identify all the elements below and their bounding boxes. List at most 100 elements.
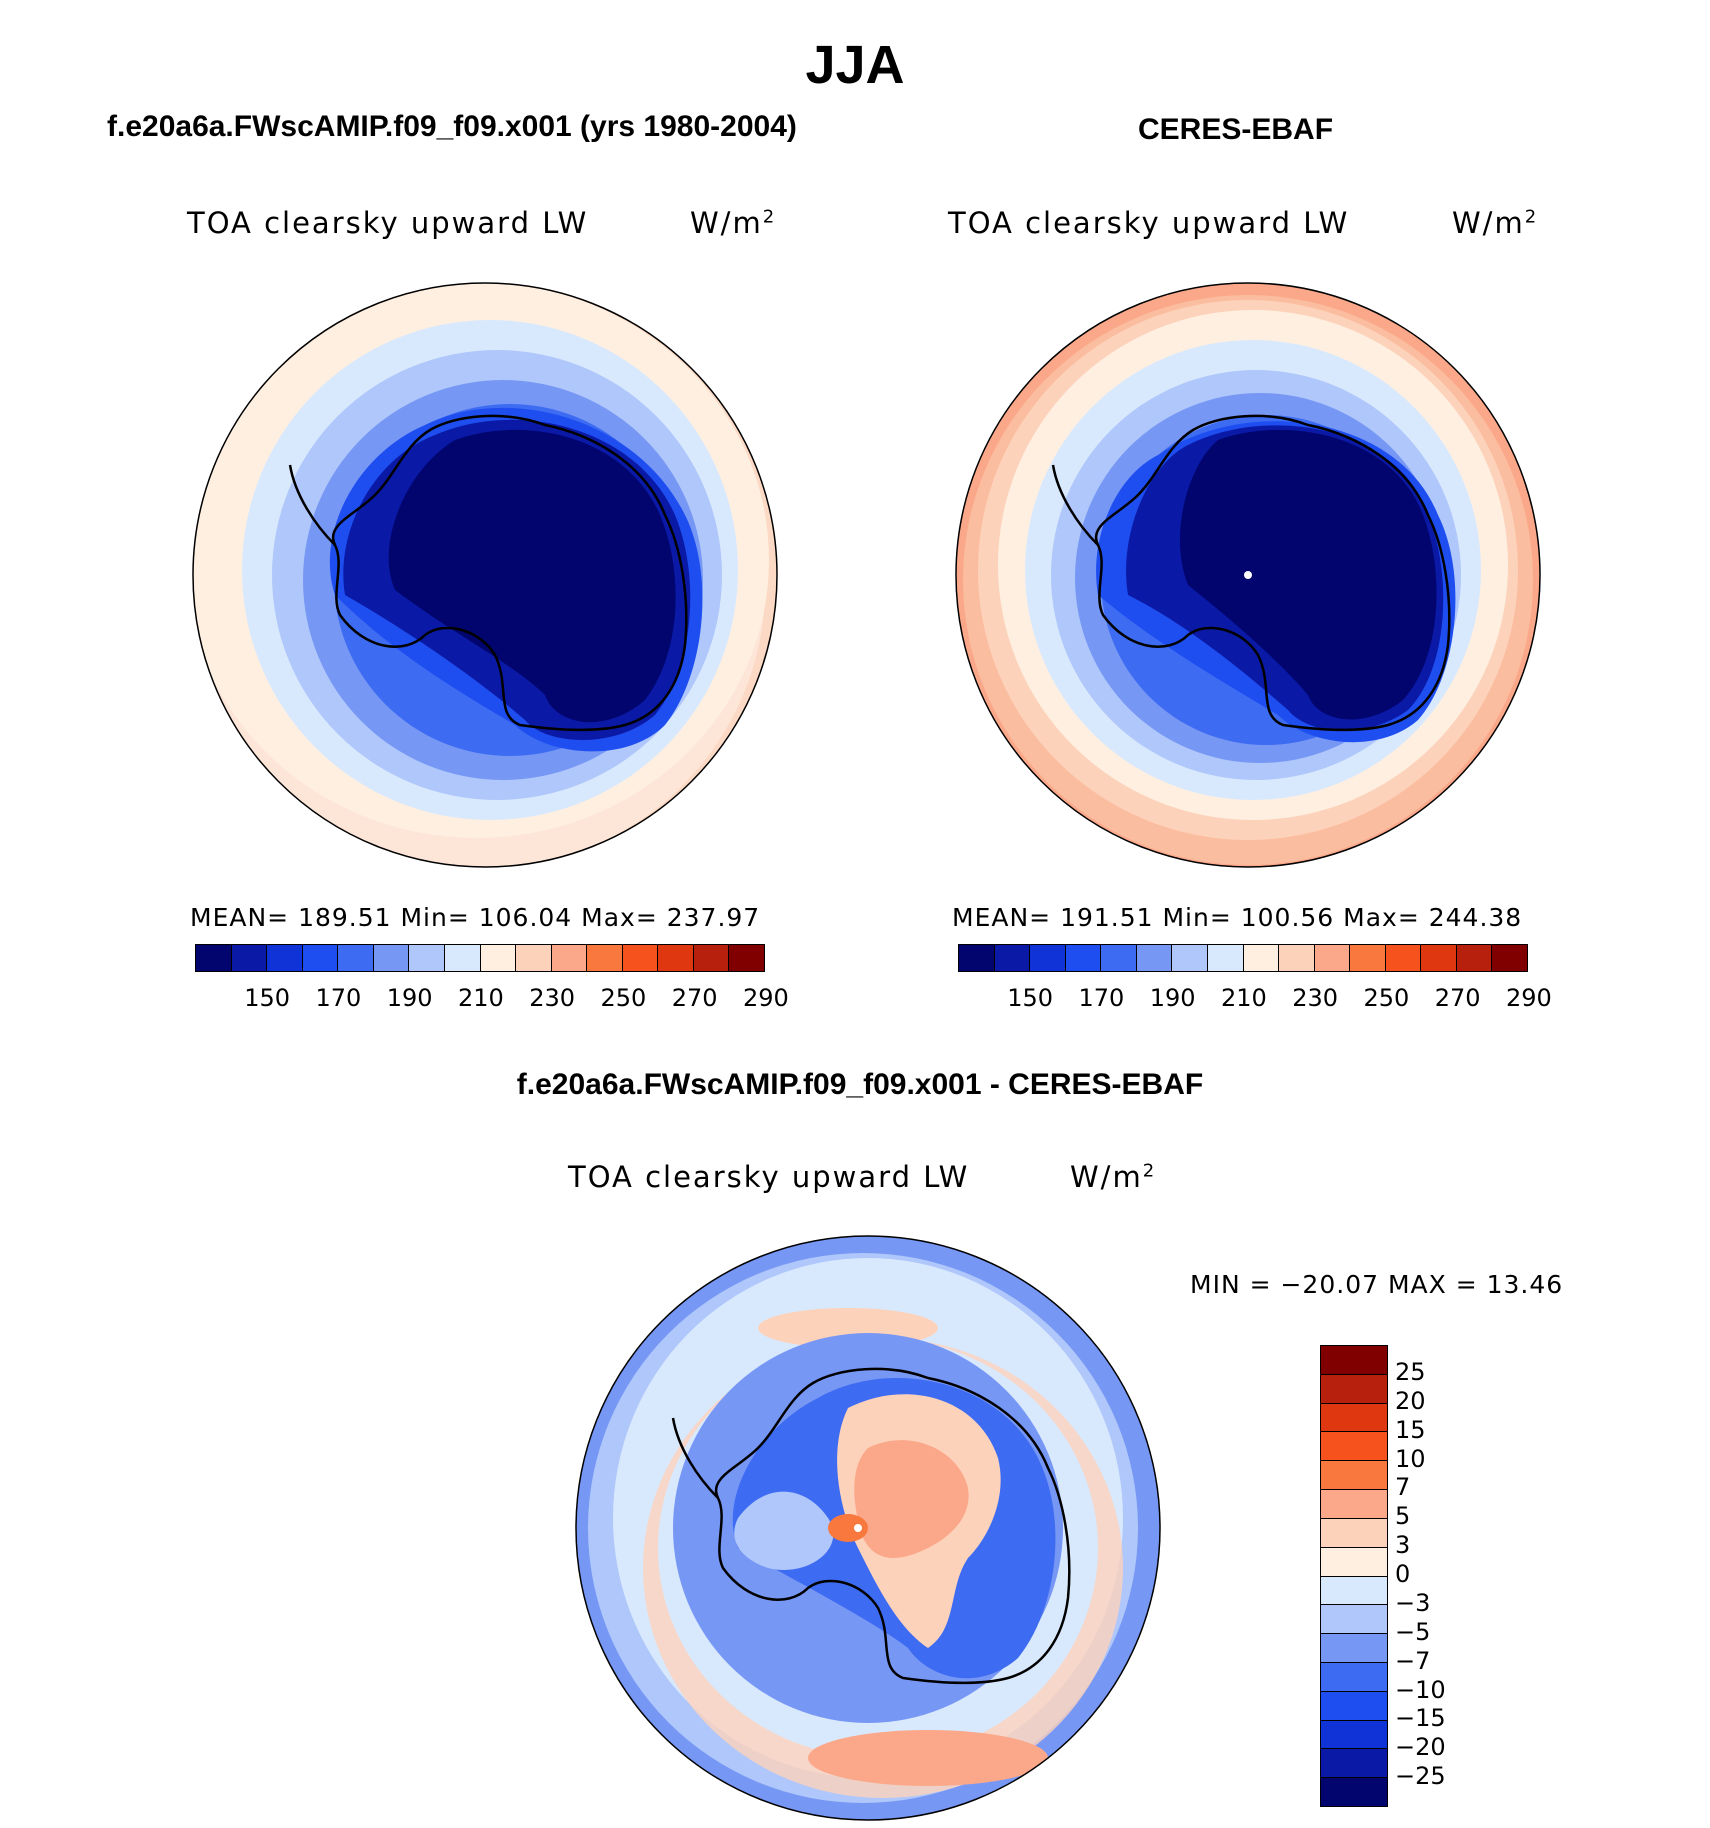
diff-colorbar-swatch <box>1321 1490 1387 1519</box>
panel1-colorbar-tick-label: 230 <box>529 984 576 1012</box>
panel1-colorbar-swatch <box>302 945 339 971</box>
diff-colorbar-tick-label: 5 <box>1395 1502 1411 1531</box>
panel2-colorbar-tick-label: 210 <box>1221 984 1267 1012</box>
panel2-colorbar-swatch <box>1385 945 1422 971</box>
panel1-colorbar-swatch <box>444 945 481 971</box>
panel2-colorbar-swatch <box>1207 945 1244 971</box>
panel2-title: CERES-EBAF <box>1138 113 1334 146</box>
diff-colorbar-tick-label: 3 <box>1395 1531 1411 1560</box>
panel1-colorbar-swatch <box>196 945 232 971</box>
diff-colorbar-swatch <box>1321 1634 1387 1663</box>
panel2-colorbar-swatch <box>1492 945 1527 971</box>
panel1-colorbar-tick-label: 290 <box>743 984 789 1012</box>
panel1-colorbar-swatch <box>551 945 588 971</box>
panel1-colorbar-tick-label: 250 <box>600 984 647 1012</box>
diff-colorbar-tick-label: −5 <box>1395 1617 1431 1646</box>
diff-colorbar-tick-label: −25 <box>1395 1762 1446 1791</box>
diff-colorbar-swatch <box>1321 1346 1387 1375</box>
diff-colorbar-swatch <box>1321 1547 1387 1577</box>
panel1-colorbar-swatch <box>409 945 445 971</box>
panel2-colorbar-swatch <box>1421 945 1457 971</box>
panel1-colorbar-swatch <box>373 945 410 971</box>
main-title: JJA <box>805 35 905 95</box>
panel2-colorbar-tick-label: 170 <box>1078 984 1125 1012</box>
panel2-colorbar-tick-label: 150 <box>1007 984 1054 1012</box>
panel2-colorbar <box>958 944 1528 972</box>
diff-colorbar-swatch <box>1321 1605 1387 1635</box>
panel1-colorbar-swatch <box>267 945 303 971</box>
panel2-colorbar-tick-label: 290 <box>1506 984 1552 1012</box>
panel1-colorbar-swatch <box>587 945 623 971</box>
diff-colorbar-swatch <box>1321 1778 1387 1806</box>
diff-colorbar-ticks: 25 20 15 10 7 5 3 0 −3 −5 −7 −10 −15 −20 −25 <box>1395 1345 1485 1807</box>
panel2-colorbar-swatch <box>1136 945 1173 971</box>
panel2-colorbar-tick-label: 190 <box>1149 984 1196 1012</box>
diff-colorbar-swatch <box>1321 1432 1387 1462</box>
diff-colorbar <box>1320 1345 1388 1807</box>
panel1-colorbar-tick-label: 150 <box>244 984 291 1012</box>
diff-colorbar-swatch <box>1321 1576 1387 1606</box>
diff-colorbar-tick-label: −7 <box>1395 1646 1431 1675</box>
panel1-colorbar <box>195 944 765 972</box>
panel2-colorbar-swatch <box>994 945 1031 971</box>
diff-colorbar-swatch <box>1321 1518 1387 1548</box>
panel1-colorbar-tick-label: 270 <box>671 984 718 1012</box>
panel1-variable: TOA clearsky upward LW <box>187 206 589 240</box>
panel1-colorbar-swatch <box>658 945 694 971</box>
panel1-colorbar-swatch <box>622 945 659 971</box>
panel2-colorbar-swatch <box>1350 945 1386 971</box>
panel2-colorbar-swatch <box>1279 945 1315 971</box>
diff-colorbar-tick-label: −3 <box>1395 1588 1431 1617</box>
panel1-colorbar-swatch <box>516 945 552 971</box>
diff-colorbar-swatch <box>1321 1662 1387 1692</box>
panel2-units: W/m2 <box>1452 206 1539 240</box>
diff-colorbar-swatch <box>1321 1403 1387 1433</box>
diff-colorbar-tick-label: 15 <box>1395 1415 1426 1444</box>
panel1-colorbar-swatch <box>338 945 374 971</box>
panel1-colorbar-tick-label: 190 <box>386 984 433 1012</box>
panel1-colorbar-swatch <box>480 945 517 971</box>
diff-colorbar-tick-label: 20 <box>1395 1386 1426 1415</box>
panel1-colorbar-swatch <box>729 945 764 971</box>
panel2-colorbar-tick-label: 230 <box>1292 984 1339 1012</box>
diff-colorbar-swatch <box>1321 1691 1387 1721</box>
diff-colorbar-tick-label: 10 <box>1395 1444 1426 1473</box>
diff-colorbar-tick-label: −15 <box>1395 1704 1446 1733</box>
diff-colorbar-swatch <box>1321 1749 1387 1779</box>
panel1-colorbar-tick-label: 170 <box>315 984 362 1012</box>
panel2-colorbar-tick-label: 250 <box>1363 984 1410 1012</box>
panel2-colorbar-swatch <box>959 945 995 971</box>
diff-units: W/m2 <box>1070 1160 1157 1194</box>
panel2-colorbar-swatch <box>1243 945 1280 971</box>
diff-polar-map <box>575 1235 1161 1821</box>
panel1-colorbar-swatch <box>231 945 268 971</box>
panel2-variable: TOA clearsky upward LW <box>948 206 1350 240</box>
panel2-polar-map <box>955 282 1541 868</box>
diff-colorbar-swatch <box>1321 1720 1387 1750</box>
panel1-units: W/m2 <box>690 206 777 240</box>
panel2-colorbar-swatch <box>1065 945 1102 971</box>
panel2-colorbar-swatch <box>1101 945 1137 971</box>
panel2-stats: MEAN= 191.51 Min= 100.56 Max= 244.38 <box>952 903 1523 932</box>
panel2-colorbar-tick-label: 270 <box>1434 984 1481 1012</box>
diff-colorbar-tick-label: 25 <box>1395 1357 1426 1386</box>
panel2-colorbar-swatch <box>1172 945 1208 971</box>
panel1-colorbar-tick-label: 210 <box>458 984 504 1012</box>
diff-colorbar-tick-label: 7 <box>1395 1473 1411 1502</box>
panel2-colorbar-swatch <box>1314 945 1351 971</box>
diff-title: f.e20a6a.FWscAMIP.f09_f09.x001 - CERES-E… <box>516 1068 1204 1101</box>
panel1-colorbar-ticks: 150 170 190 210 230 250 270 290 <box>195 984 789 1014</box>
panel1-colorbar-swatch <box>693 945 730 971</box>
panel2-colorbar-swatch <box>1030 945 1066 971</box>
diff-colorbar-tick-label: −20 <box>1395 1733 1446 1762</box>
panel2-colorbar-swatch <box>1456 945 1493 971</box>
diff-variable: TOA clearsky upward LW <box>568 1160 970 1194</box>
panel2-colorbar-ticks: 150 170 190 210 230 250 270 290 <box>958 984 1552 1014</box>
panel1-polar-map <box>192 282 778 868</box>
panel1-title: f.e20a6a.FWscAMIP.f09_f09.x001 (yrs 1980… <box>107 110 797 143</box>
diff-colorbar-tick-label: 0 <box>1395 1560 1411 1588</box>
diff-stats: MIN = −20.07 MAX = 13.46 <box>1190 1270 1564 1299</box>
diff-colorbar-swatch <box>1321 1374 1387 1404</box>
diff-colorbar-tick-label: −10 <box>1395 1675 1446 1704</box>
panel1-stats: MEAN= 189.51 Min= 106.04 Max= 237.97 <box>190 903 761 932</box>
